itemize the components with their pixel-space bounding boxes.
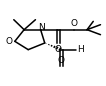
Text: H: H: [77, 45, 84, 54]
Text: O: O: [5, 37, 12, 46]
Text: O: O: [58, 57, 65, 65]
Text: O: O: [70, 19, 77, 28]
Text: O: O: [55, 45, 62, 55]
Text: N: N: [38, 23, 45, 32]
